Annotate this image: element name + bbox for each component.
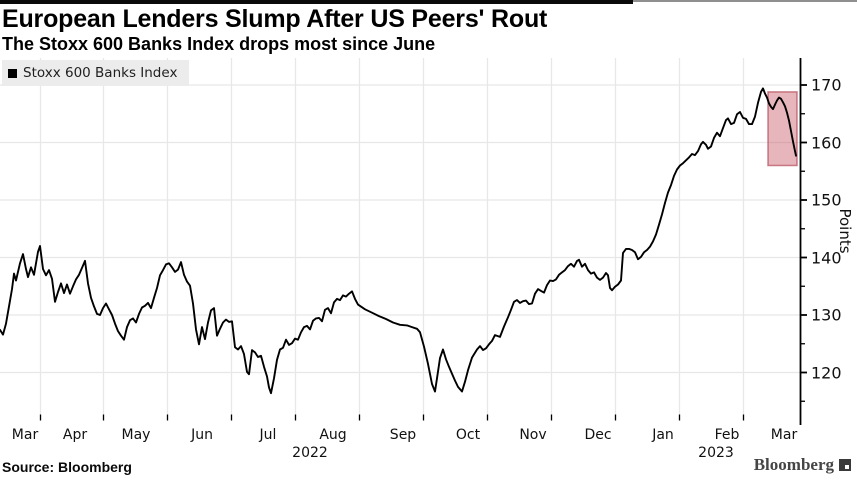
x-axis-month-label: Mar bbox=[770, 427, 798, 443]
series-swatch-icon bbox=[8, 68, 17, 78]
x-axis-year-label-2023: 2023 bbox=[698, 445, 734, 461]
x-axis-month-label: Oct bbox=[455, 427, 481, 443]
x-axis-month-label: Aug bbox=[319, 427, 347, 443]
x-axis-month-label: Nov bbox=[519, 427, 547, 443]
y-axis-tick-label: 170 bbox=[811, 75, 842, 95]
x-axis-month-label: Apr bbox=[62, 427, 88, 443]
rout-highlight-rect bbox=[767, 91, 798, 167]
axes-and-ticks bbox=[39, 58, 807, 425]
vertical-gridlines bbox=[39, 58, 745, 420]
y-axis-tick-label: 130 bbox=[811, 305, 842, 325]
chart-title: European Lenders Slump After US Peers' R… bbox=[2, 5, 548, 33]
x-axis-month-label: May bbox=[121, 427, 151, 443]
x-axis-year-label-2022: 2022 bbox=[292, 445, 328, 461]
rout-highlight-box bbox=[767, 91, 798, 167]
stoxx-600-banks-line bbox=[0, 87, 797, 395]
legend: Stoxx 600 Banks Index bbox=[2, 60, 190, 86]
price-line bbox=[0, 87, 797, 395]
x-axis-month-label: Jan bbox=[652, 427, 674, 443]
x-axis-month-label: Jul bbox=[259, 427, 277, 443]
y-axis-tick-label: 150 bbox=[811, 190, 842, 210]
y-axis-tick-label: 140 bbox=[811, 248, 842, 267]
top-rule-accent bbox=[0, 0, 633, 4]
x-axis-month-label: Jun bbox=[191, 427, 213, 443]
bloomberg-logo-text: Bloomberg bbox=[753, 455, 834, 474]
y-axis-tick-label: 120 bbox=[811, 363, 842, 382]
bloomberg-logo: Bloomberg bbox=[754, 455, 851, 475]
bloomberg-mark-icon bbox=[839, 459, 851, 471]
legend-label: Stoxx 600 Banks Index bbox=[23, 65, 178, 81]
x-axis-month-label: Feb bbox=[714, 427, 740, 443]
y-axis-tick-label: 160 bbox=[811, 133, 842, 152]
x-axis-month-label: Dec bbox=[584, 427, 612, 443]
x-axis-month-label: Sep bbox=[389, 427, 417, 443]
source-credit: Source: Bloomberg bbox=[2, 459, 132, 475]
chart-subtitle: The Stoxx 600 Banks Index drops most sin… bbox=[2, 34, 436, 54]
y-axis-title: Points bbox=[836, 208, 854, 254]
x-axis-month-label: Mar bbox=[11, 427, 39, 443]
